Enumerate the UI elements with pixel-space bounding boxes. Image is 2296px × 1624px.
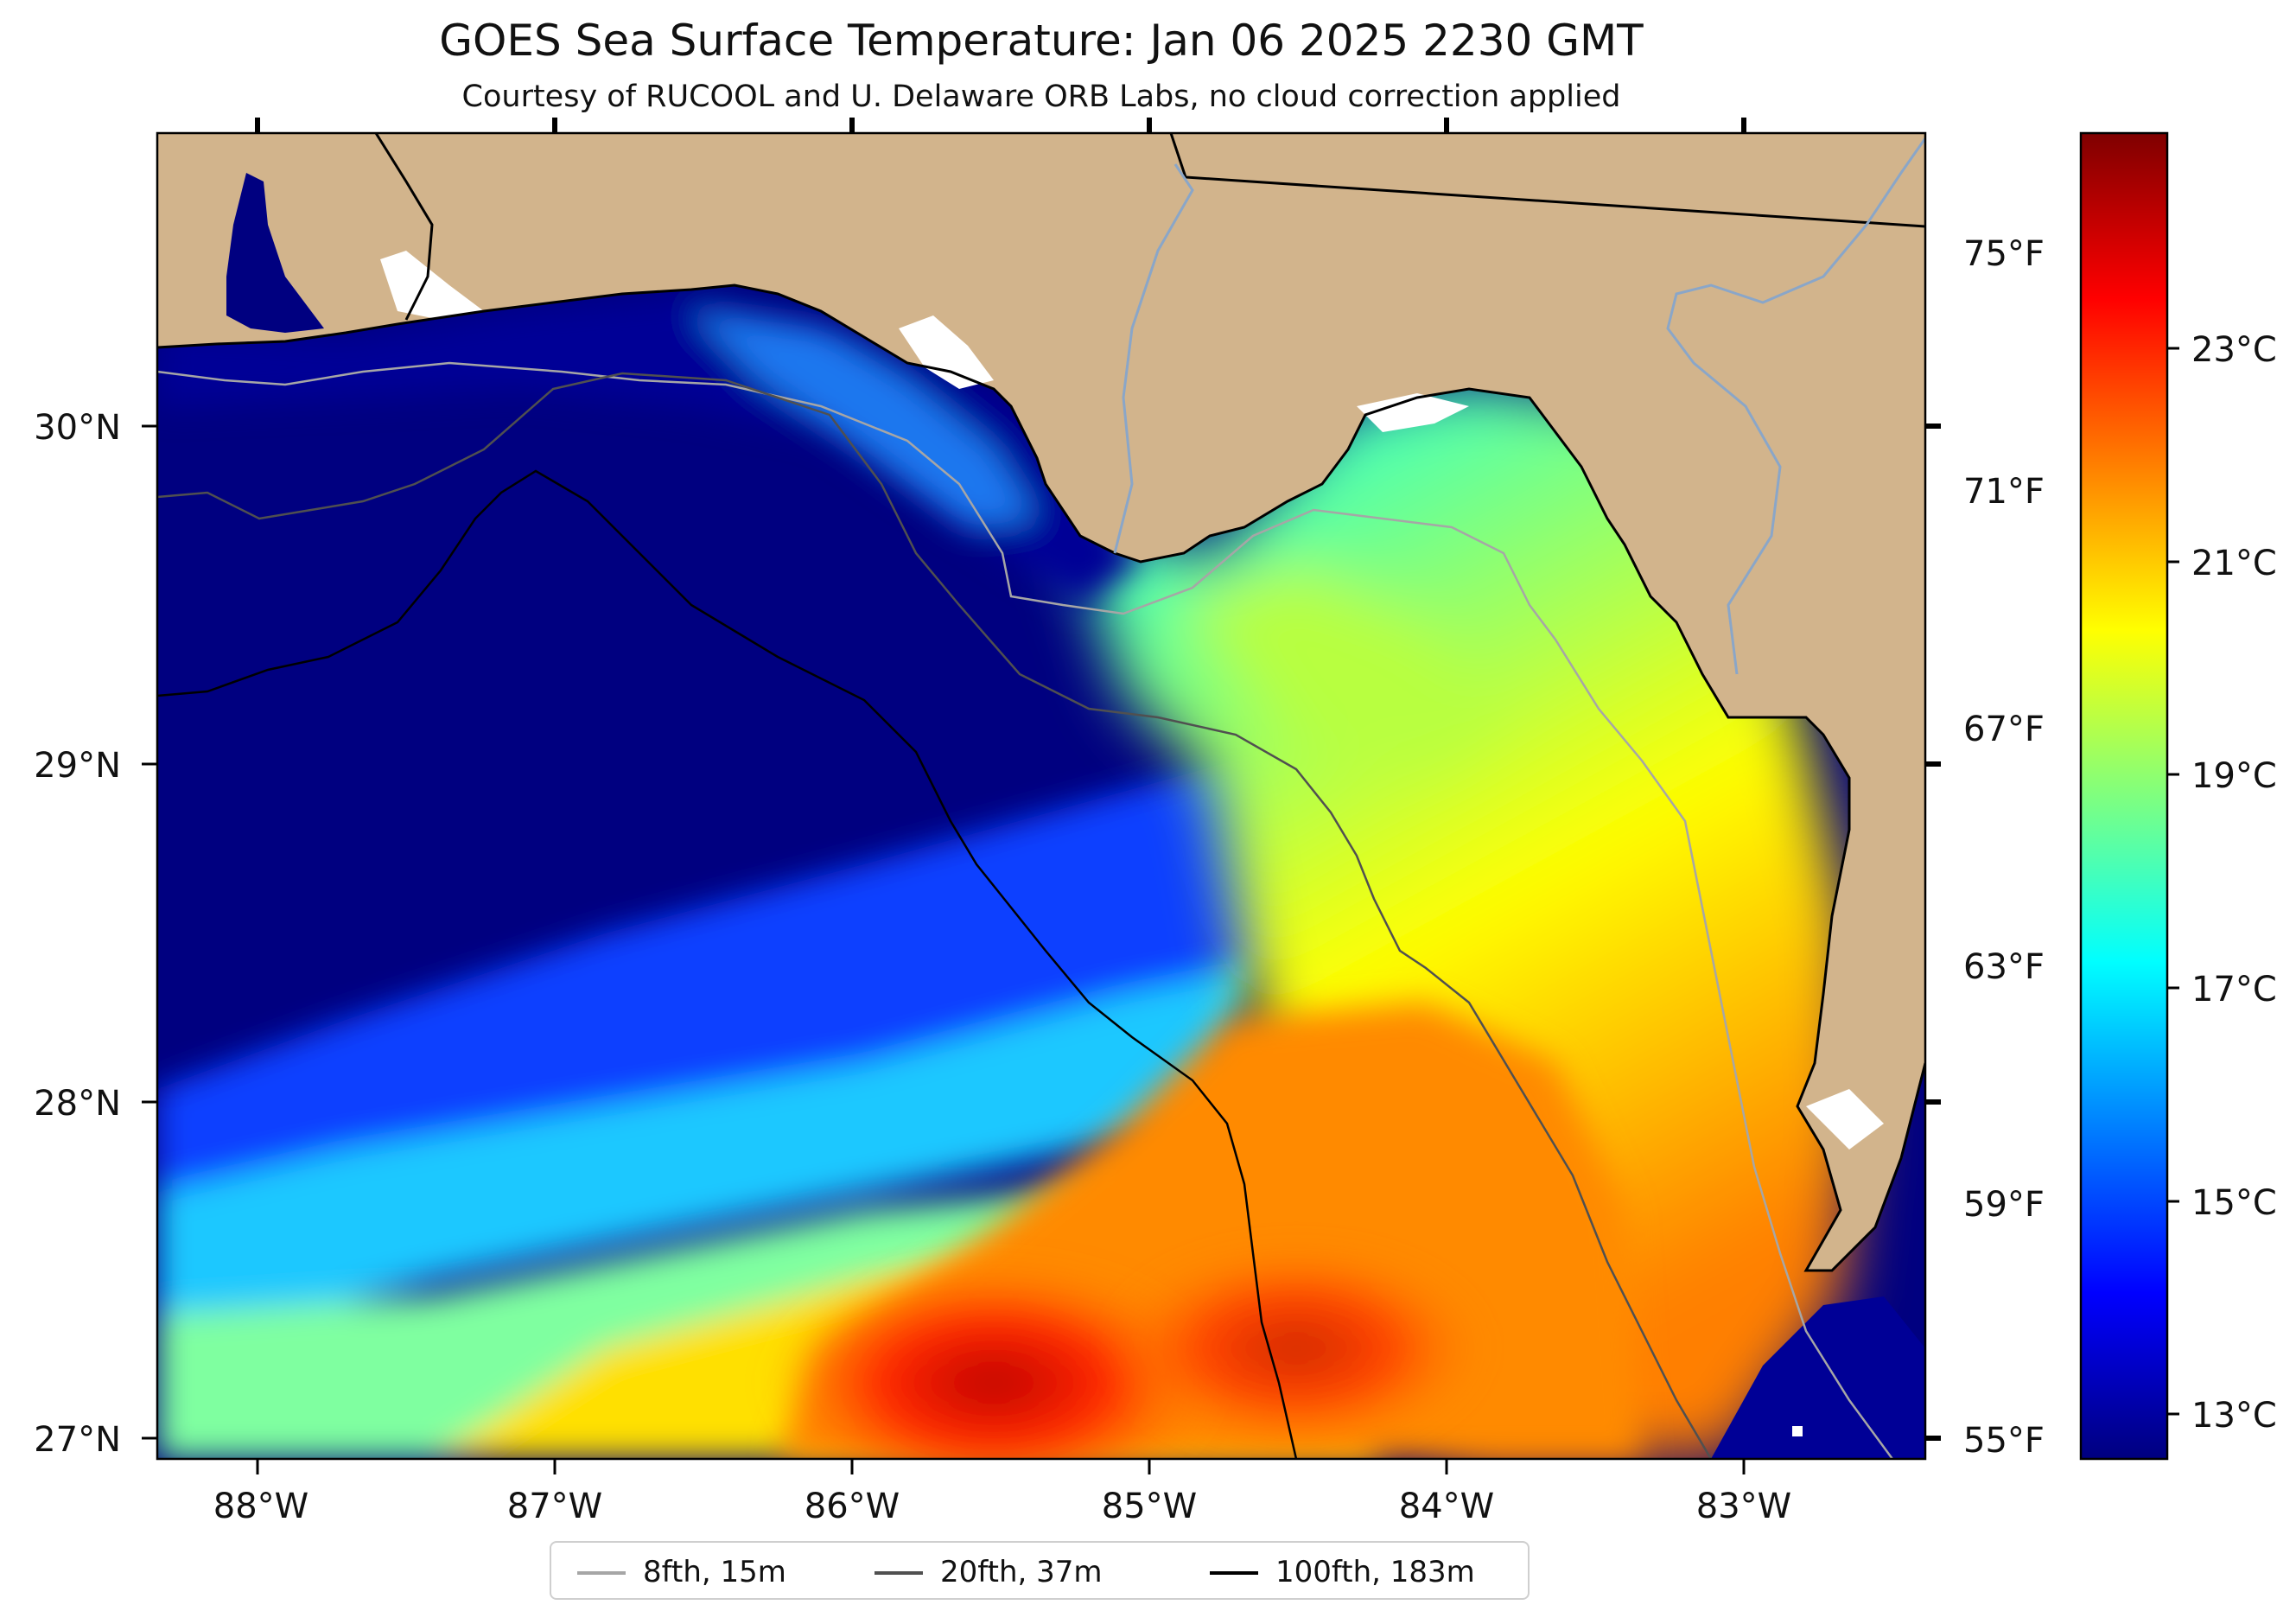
legend-swatch-8fth (577, 1571, 626, 1575)
lat-labels: 30°N 29°N 28°N 27°N (34, 408, 121, 1460)
axis-ticks (142, 118, 1941, 1474)
f-label-59: 59°F (1963, 1185, 2045, 1225)
c-label-17: 17°C (2191, 970, 2277, 1009)
lat-label-27: 27°N (34, 1420, 121, 1460)
isobath-20fth (157, 372, 1713, 1459)
lat-label-30: 30°N (34, 408, 121, 448)
c-label-23: 23°C (2191, 330, 2277, 370)
c-label-21: 21°C (2191, 544, 2277, 583)
legend-swatch-100fth (1210, 1571, 1258, 1575)
lon-label-88: 88°W (213, 1487, 308, 1526)
lon-label-84: 84°W (1399, 1487, 1494, 1526)
lon-label-85: 85°W (1102, 1487, 1197, 1526)
legend-label-100fth: 100fth, 183m (1275, 1555, 1475, 1589)
map-title: GOES Sea Surface Temperature: Jan 06 202… (439, 16, 1644, 66)
plot-frame (156, 131, 1927, 1461)
legend-label-20fth: 20fth, 37m (940, 1555, 1103, 1589)
f-label-63: 63°F (1963, 947, 2045, 987)
legend-label-8fth: 8fth, 15m (643, 1555, 786, 1589)
f-label-71: 71°F (1963, 472, 2045, 512)
colorbar (2079, 131, 2169, 1461)
f-label-67: 67°F (1963, 710, 2045, 749)
lat-label-29: 29°N (34, 746, 121, 786)
f-label-55: 55°F (1963, 1421, 2045, 1461)
map-subtitle: Courtesy of RUCOOL and U. Delaware ORB L… (461, 80, 1621, 114)
lat-label-28: 28°N (34, 1084, 121, 1124)
c-label-13: 13°C (2191, 1396, 2277, 1436)
legend-swatch-20fth (875, 1571, 923, 1575)
c-label-15: 15°C (2191, 1183, 2277, 1223)
colorbar-ticks (2167, 347, 2179, 1416)
lon-label-83: 83°W (1696, 1487, 1791, 1526)
lon-labels: 88°W 87°W 86°W 85°W 84°W 83°W (213, 1487, 1791, 1526)
sst-field (157, 133, 1925, 1459)
isobath-100fth (157, 469, 1298, 1459)
isobath-8fth (157, 361, 1894, 1459)
c-label-19: 19°C (2191, 756, 2277, 796)
lon-label-86: 86°W (805, 1487, 900, 1526)
isobath-legend: 8fth, 15m 20fth, 37m 100fth, 183m (550, 1541, 1530, 1600)
lon-label-87: 87°W (507, 1487, 602, 1526)
f-label-75: 75°F (1963, 234, 2045, 274)
fahrenheit-labels: 75°F 71°F 67°F 63°F 59°F 55°F (1963, 234, 2045, 1461)
celsius-labels: 23°C 21°C 19°C 17°C 15°C 13°C (2191, 330, 2277, 1436)
land-mass (157, 133, 1925, 1271)
